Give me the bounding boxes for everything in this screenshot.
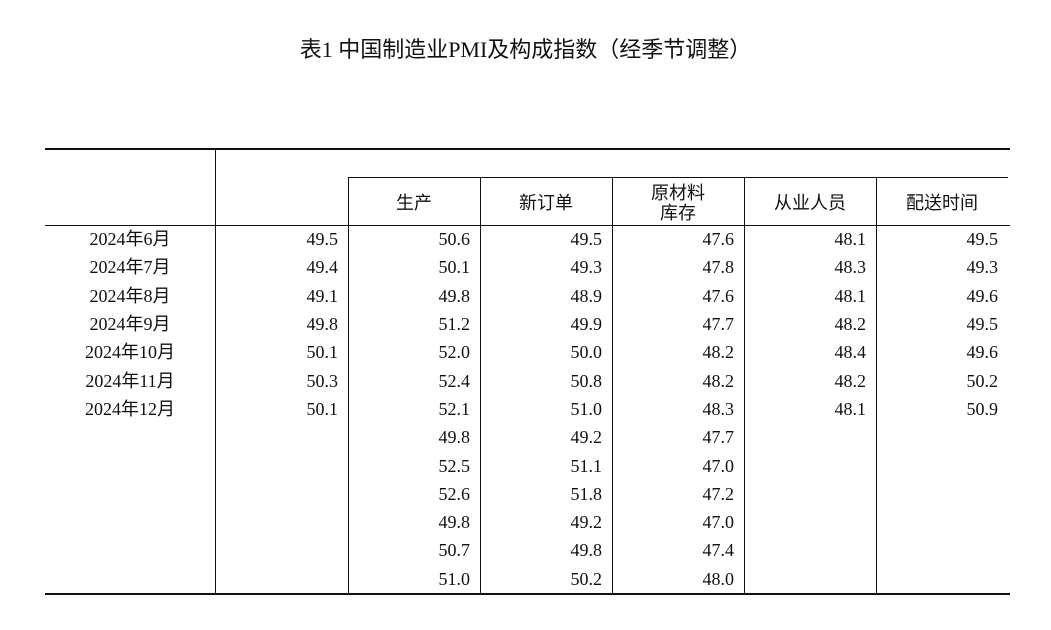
value-cell: 49.9	[570, 314, 603, 335]
value-cell: 50.1	[438, 257, 471, 278]
column-header: 新订单	[480, 181, 612, 225]
value-cell: 47.2	[702, 483, 735, 504]
top-rule	[45, 148, 1010, 150]
col-divider	[612, 225, 613, 593]
value-cell: 47.6	[702, 229, 735, 250]
value-cell: 50.1	[306, 398, 339, 419]
value-cell: 48.3	[834, 257, 867, 278]
value-cell: 49.8	[306, 314, 339, 335]
value-cell: 49.2	[570, 427, 603, 448]
value-cell: 48.1	[834, 229, 867, 250]
column-header: 从业人员	[744, 181, 876, 225]
value-cell: 50.3	[306, 370, 339, 391]
col-divider	[480, 225, 481, 593]
column-header: 配送时间	[876, 181, 1008, 225]
value-cell: 49.8	[438, 512, 471, 533]
col-divider	[215, 148, 216, 593]
column-header: 原材料库存	[612, 181, 744, 225]
col-divider	[876, 225, 877, 593]
value-cell: 52.1	[438, 398, 471, 419]
value-cell: 51.0	[438, 568, 471, 589]
header-text: 原材料库存	[651, 183, 705, 223]
value-cell: 47.0	[702, 455, 735, 476]
value-cell: 49.5	[966, 229, 999, 250]
value-cell: 52.5	[438, 455, 471, 476]
value-cell: 52.0	[438, 342, 471, 363]
value-cell: 48.2	[702, 342, 735, 363]
value-cell: 48.1	[834, 285, 867, 306]
value-cell: 48.3	[702, 398, 735, 419]
row-label: 2024年9月	[89, 314, 171, 335]
value-cell: 49.5	[306, 229, 339, 250]
value-cell: 49.8	[438, 427, 471, 448]
col-divider	[612, 177, 613, 225]
value-cell: 50.2	[570, 568, 603, 589]
column-header: 生产	[348, 181, 480, 225]
value-cell: 49.5	[570, 229, 603, 250]
value-cell: 49.6	[966, 285, 999, 306]
value-cell: 47.8	[702, 257, 735, 278]
header-text: 生产	[396, 193, 432, 213]
row-label: 2024年11月	[85, 370, 175, 391]
value-cell: 49.5	[966, 314, 999, 335]
header-rule	[45, 225, 1010, 226]
value-cell: 50.8	[570, 370, 603, 391]
value-cell: 52.4	[438, 370, 471, 391]
value-cell: 50.1	[306, 342, 339, 363]
value-cell: 49.3	[966, 257, 999, 278]
row-label: 2024年12月	[85, 398, 175, 419]
value-cell: 49.8	[570, 540, 603, 561]
value-cell: 51.8	[570, 483, 603, 504]
row-label: 2024年7月	[89, 257, 171, 278]
value-cell: 52.6	[438, 483, 471, 504]
value-cell: 48.1	[834, 398, 867, 419]
value-cell: 50.9	[966, 398, 999, 419]
value-cell: 48.9	[570, 285, 603, 306]
sub-rule	[348, 177, 1008, 178]
value-cell: 51.1	[570, 455, 603, 476]
col-divider	[876, 177, 877, 225]
row-label: 2024年8月	[89, 285, 171, 306]
value-cell: 47.7	[702, 314, 735, 335]
value-cell: 47.7	[702, 427, 735, 448]
col-divider	[348, 225, 349, 593]
row-label: 2024年6月	[89, 229, 171, 250]
value-cell: 48.0	[702, 568, 735, 589]
col-divider	[744, 225, 745, 593]
value-cell: 50.0	[570, 342, 603, 363]
value-cell: 48.4	[834, 342, 867, 363]
value-cell: 48.2	[834, 314, 867, 335]
value-cell: 49.1	[306, 285, 339, 306]
header-text: 新订单	[519, 193, 573, 213]
col-divider	[480, 177, 481, 225]
value-cell: 51.0	[570, 398, 603, 419]
value-cell: 47.0	[702, 512, 735, 533]
value-cell: 49.8	[438, 285, 471, 306]
value-cell: 49.3	[570, 257, 603, 278]
col-divider	[744, 177, 745, 225]
value-cell: 48.2	[834, 370, 867, 391]
value-cell: 50.7	[438, 540, 471, 561]
value-cell: 51.2	[438, 314, 471, 335]
value-cell: 50.6	[438, 229, 471, 250]
col-divider	[348, 177, 349, 225]
value-cell: 47.4	[702, 540, 735, 561]
value-cell: 49.6	[966, 342, 999, 363]
value-cell: 49.4	[306, 257, 339, 278]
header-text: 从业人员	[774, 193, 846, 213]
value-cell: 50.2	[966, 370, 999, 391]
row-label: 2024年10月	[85, 342, 175, 363]
value-cell: 49.2	[570, 512, 603, 533]
table-title: 表1 中国制造业PMI及构成指数（经季节调整）	[299, 37, 752, 62]
value-cell: 47.6	[702, 285, 735, 306]
bottom-rule	[45, 593, 1010, 595]
value-cell: 48.2	[702, 370, 735, 391]
header-text: 配送时间	[906, 193, 978, 213]
